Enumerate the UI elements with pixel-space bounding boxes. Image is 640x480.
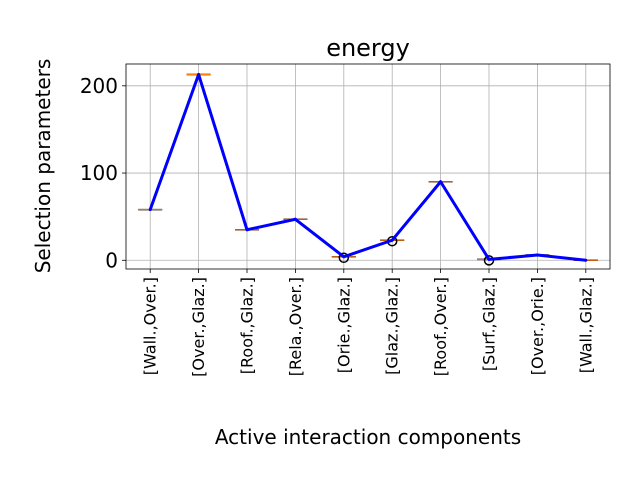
- y-tick-label: 100: [80, 161, 118, 185]
- y-axis-label: Selection parameters: [31, 59, 55, 274]
- x-tick-label: [Surf.,Glaz.]: [480, 277, 499, 371]
- y-tick-label: 0: [105, 248, 118, 272]
- x-tick-label: [Glaz.,Glaz.]: [383, 277, 402, 375]
- plot-frame: [125, 63, 611, 270]
- grid-layer: [126, 64, 610, 269]
- x-tick-label: [Roof.,Glaz.]: [238, 277, 257, 374]
- series-point: [293, 217, 297, 221]
- series-point: [342, 255, 346, 259]
- series-point: [148, 208, 152, 212]
- x-tick-label: [Orie.,Glaz.]: [334, 277, 353, 373]
- x-axis-label: Active interaction components: [215, 425, 521, 449]
- series-point: [439, 180, 443, 184]
- y-tick-layer: 0 100 200: [80, 74, 126, 272]
- series-point: [390, 238, 394, 242]
- outlier-marker: [338, 252, 350, 264]
- x-tick-label: [Roof.,Over.]: [431, 277, 450, 376]
- line-layer: [148, 72, 588, 262]
- series-point: [245, 228, 249, 232]
- x-tick-label: [Over.,Glaz.]: [189, 277, 208, 377]
- x-tick-label: [Wall.,Over.]: [141, 277, 160, 375]
- x-tick-layer: [Wall.,Over.] [Over.,Glaz.] [Roof.,Glaz.] […: [141, 269, 595, 377]
- x-tick-label: [Rela.,Over.]: [286, 277, 305, 376]
- series-line: [148, 72, 586, 262]
- series-point: [487, 257, 491, 261]
- series-point: [197, 72, 201, 76]
- chart-title: energy: [326, 34, 410, 62]
- y-tick-label: 200: [80, 74, 118, 98]
- series-point: [535, 253, 539, 257]
- x-tick-label: [Wall.,Glaz.]: [576, 277, 595, 373]
- series-point: [584, 258, 588, 262]
- x-tick-label: [Over.,Orie.]: [528, 277, 547, 375]
